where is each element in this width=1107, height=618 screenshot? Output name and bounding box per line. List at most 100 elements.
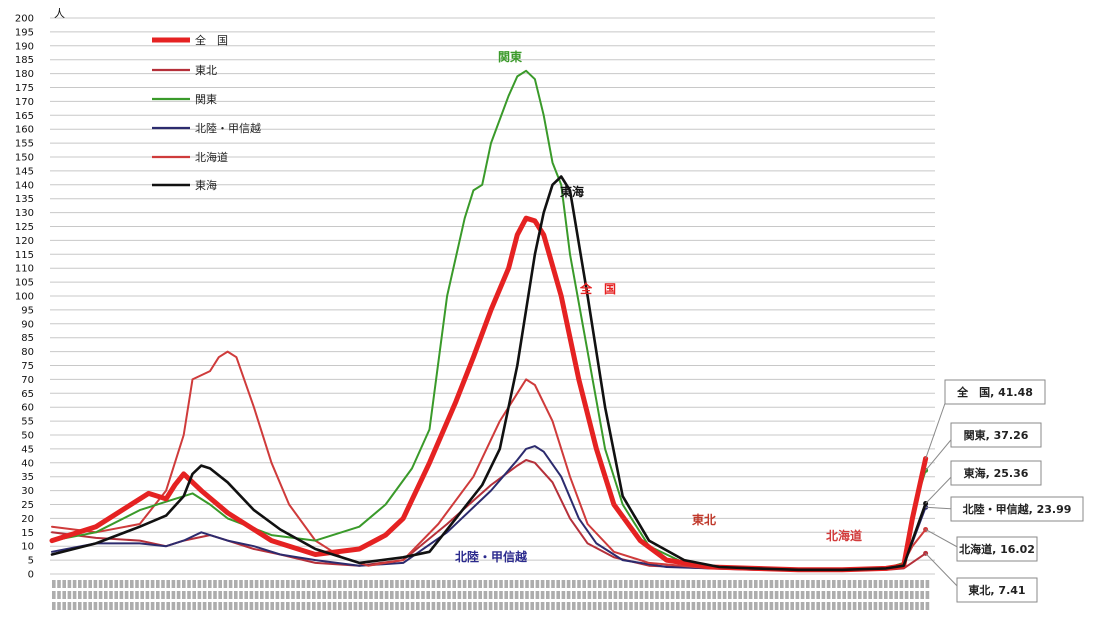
x-tick-mark [483,580,488,588]
x-tick-mark [478,602,482,610]
x-tick-mark [925,602,930,610]
x-tick-mark [239,602,243,610]
x-tick-mark [457,591,462,599]
x-tick-mark [223,580,228,588]
x-tick-mark [660,602,664,610]
x-tick-mark [176,580,181,588]
x-tick-mark [395,591,399,599]
x-tick-mark [858,602,862,610]
series-annotation: 北海道 [826,528,862,543]
callout-label: 関東, 37.26 [964,428,1029,442]
x-tick-mark [114,602,118,610]
x-tick-mark [780,591,784,599]
x-tick-mark [915,580,919,588]
x-tick-mark [728,580,732,588]
x-tick-mark [702,580,706,588]
x-tick-mark [634,602,638,610]
x-tick-mark [364,591,368,599]
x-tick-mark [270,580,274,588]
x-tick-mark [769,591,774,599]
x-tick-mark [98,602,103,610]
x-tick-mark [135,602,139,610]
x-tick-mark [124,591,129,599]
x-tick-mark [681,602,685,610]
x-tick-mark [821,591,826,599]
x-tick-mark [733,580,737,588]
x-tick-mark [821,580,826,588]
x-tick-mark [577,580,581,588]
legend-label: 関東 [195,93,217,106]
x-tick-mark [249,602,254,610]
x-tick-mark [707,602,711,610]
x-tick-mark [228,602,233,610]
x-tick-mark [748,580,753,588]
x-tick-mark [842,580,846,588]
x-tick-mark [338,602,342,610]
x-tick-mark [811,580,815,588]
x-tick-mark [691,580,696,588]
x-tick-mark [598,602,602,610]
x-tick-mark [182,591,186,599]
x-tick-mark [629,602,633,610]
x-tick-mark [509,591,514,599]
x-tick-mark [228,580,233,588]
x-tick-mark [712,602,716,610]
x-tick-mark [208,591,212,599]
x-tick-mark [873,602,878,610]
x-tick-mark [748,602,753,610]
x-tick-mark [915,602,919,610]
x-tick-mark [858,580,862,588]
x-tick-mark [717,591,722,599]
x-tick-mark [182,580,186,588]
y-tick-label: 180 [15,69,34,80]
x-tick-mark [556,580,560,588]
x-tick-mark [774,591,779,599]
x-tick-mark [644,591,649,599]
x-tick-mark [442,591,446,599]
x-tick-mark [561,591,566,599]
x-tick-mark [520,602,524,610]
x-tick-mark [754,591,758,599]
x-tick-mark [171,580,176,588]
x-tick-mark [483,602,488,610]
x-tick-mark [176,591,181,599]
x-tick-mark [348,602,352,610]
y-tick-label: 65 [21,389,34,400]
x-tick-mark [374,591,378,599]
x-tick-mark [431,591,436,599]
x-tick-mark [218,580,222,588]
x-tick-mark [592,580,597,588]
x-tick-mark [416,591,420,599]
x-tick-mark [494,591,498,599]
x-tick-mark [436,591,441,599]
x-tick-mark [88,591,92,599]
x-tick-mark [364,580,368,588]
x-tick-mark [416,580,420,588]
x-tick-mark [223,602,228,610]
y-tick-label: 95 [21,305,34,316]
x-tick-mark [655,591,659,599]
x-tick-mark [530,580,534,588]
x-tick-mark [889,602,893,610]
x-tick-mark [894,580,898,588]
x-tick-mark [405,580,410,588]
x-tick-mark [540,591,545,599]
y-tick-label: 20 [21,514,34,525]
x-tick-mark [457,580,462,588]
x-tick-mark [400,591,404,599]
x-tick-mark [436,602,441,610]
x-tick-mark [899,591,904,599]
x-tick-mark [353,602,358,610]
x-tick-mark [218,602,222,610]
x-tick-mark [738,580,742,588]
x-tick-mark [904,602,909,610]
x-tick-mark [88,580,92,588]
x-tick-mark [145,602,150,610]
x-tick-mark [696,591,701,599]
x-tick-mark [275,602,280,610]
x-tick-mark [639,591,644,599]
x-tick-mark [457,602,462,610]
x-tick-mark [806,602,810,610]
x-tick-mark [249,591,254,599]
